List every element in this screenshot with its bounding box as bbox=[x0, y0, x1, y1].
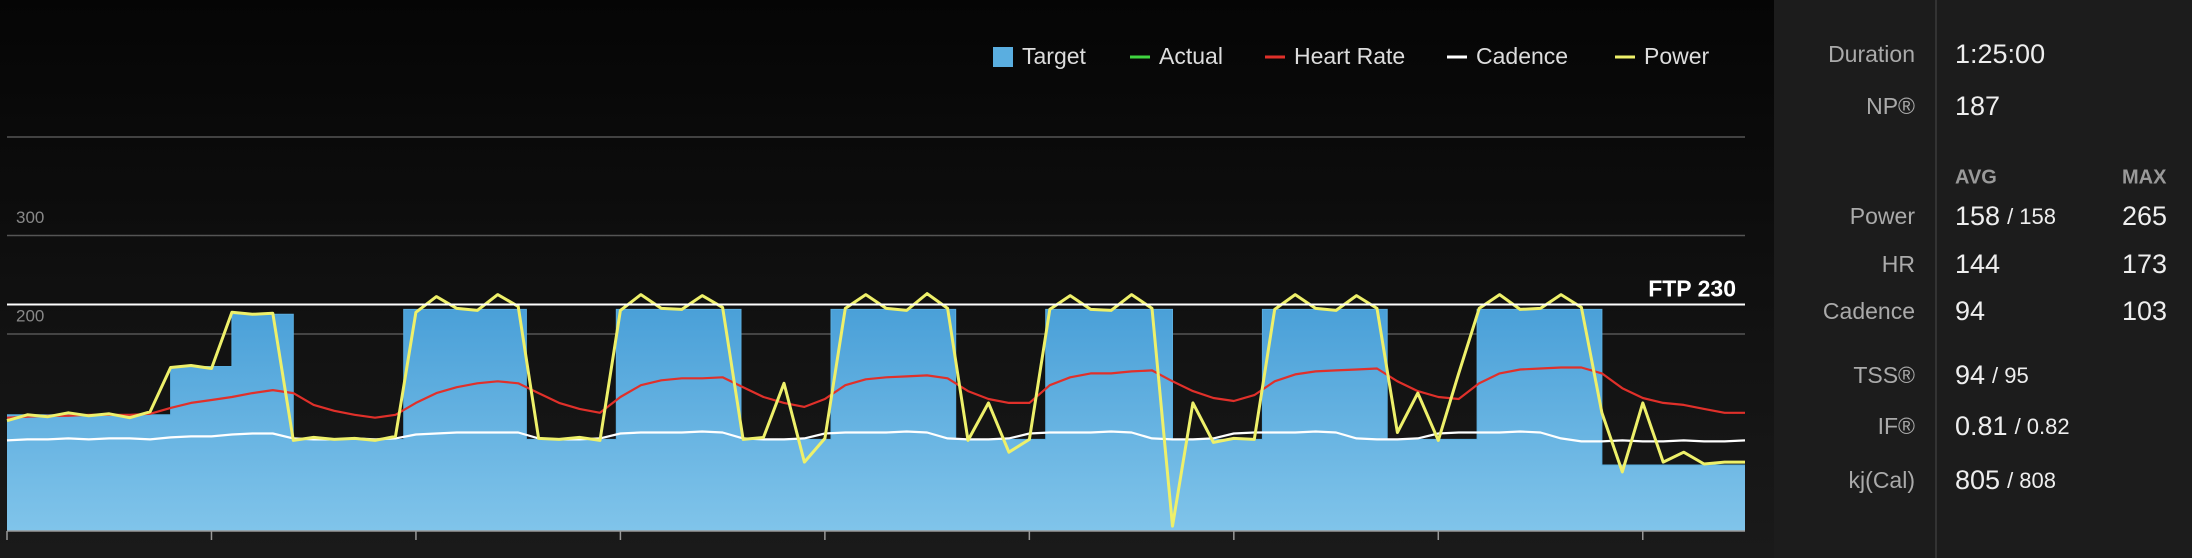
stat-value: 94 bbox=[1955, 296, 1985, 326]
stat-label: kj(Cal) bbox=[1849, 467, 1915, 493]
stat-value: 187 bbox=[1955, 91, 2000, 121]
stat-value: 158 / 158 bbox=[1955, 201, 2056, 231]
stat-label: Cadence bbox=[1823, 298, 1915, 324]
stat-avg-secondary: / 158 bbox=[2007, 204, 2056, 229]
legend-label: Target bbox=[1022, 43, 1087, 69]
stats-header: AVG bbox=[1955, 166, 1997, 188]
stat-avg: 158 bbox=[1955, 201, 2000, 231]
stat-max: 265 bbox=[2122, 201, 2167, 231]
stat-value-main: 1:25:00 bbox=[1955, 39, 2045, 69]
y-tick-label: 200 bbox=[16, 306, 44, 325]
legend-label: Heart Rate bbox=[1294, 43, 1405, 69]
stat-label: HR bbox=[1882, 251, 1915, 277]
stat-avg: 94 bbox=[1955, 296, 1985, 326]
stat-value: 805 / 808 bbox=[1955, 465, 2056, 495]
legend-label: Power bbox=[1644, 43, 1710, 69]
stat-value-main: 0.81 bbox=[1955, 411, 2008, 441]
y-tick-label: 300 bbox=[16, 208, 44, 227]
stat-label: IF® bbox=[1878, 413, 1915, 439]
stat-value-secondary: / 808 bbox=[2007, 468, 2056, 493]
series-line bbox=[6, 292, 1745, 528]
stat-value-secondary: / 95 bbox=[1992, 363, 2029, 388]
stat-label: Power bbox=[1850, 203, 1916, 229]
stat-avg: 144 bbox=[1955, 249, 2000, 279]
target-line bbox=[7, 308, 1745, 466]
stat-value-main: 187 bbox=[1955, 91, 2000, 121]
series-line bbox=[6, 366, 1745, 419]
stat-value: 144 bbox=[1955, 249, 2000, 279]
legend-label: Actual bbox=[1159, 43, 1223, 69]
target-fill bbox=[7, 309, 1745, 531]
stat-value: 94 / 95 bbox=[1955, 360, 2029, 390]
stat-max: 103 bbox=[2122, 296, 2167, 326]
stat-label: NP® bbox=[1866, 93, 1915, 119]
stat-value: 1:25:00 bbox=[1955, 39, 2045, 69]
stat-value-secondary: / 0.82 bbox=[2015, 414, 2070, 439]
stats-panel bbox=[1776, 0, 2192, 558]
ftp-label: FTP 230 bbox=[1648, 276, 1736, 302]
stat-value-main: 805 bbox=[1955, 465, 2000, 495]
stat-value-main: 94 bbox=[1955, 360, 1985, 390]
stat-max: 173 bbox=[2122, 249, 2167, 279]
stats-header: MAX bbox=[2122, 166, 2167, 188]
legend-swatch bbox=[993, 47, 1013, 67]
legend-label: Cadence bbox=[1476, 43, 1568, 69]
stat-label: TSS® bbox=[1853, 362, 1915, 388]
stat-label: Duration bbox=[1828, 41, 1915, 67]
stat-value: 0.81 / 0.82 bbox=[1955, 411, 2070, 441]
